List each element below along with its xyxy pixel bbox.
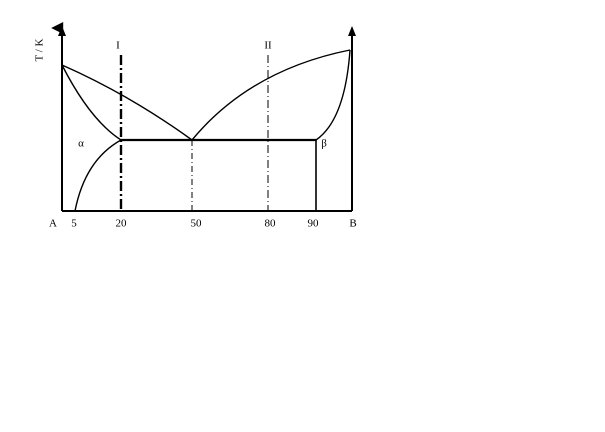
line-label: I: [116, 40, 120, 52]
solvus-left: [74, 139, 122, 212]
phase-label: α: [78, 138, 84, 150]
x-label: B: [349, 218, 356, 230]
x-label: 5: [71, 218, 77, 230]
x-label: 90: [308, 218, 320, 230]
liquidus-right: [191, 49, 351, 141]
solidus-left: [61, 64, 122, 141]
x-label: A: [49, 218, 57, 230]
solidus-right: [315, 49, 351, 141]
right-arrow: [348, 26, 356, 36]
axis-label: T / K: [34, 38, 46, 61]
phase-label: β: [321, 138, 327, 150]
x-label: 50: [191, 218, 203, 230]
x-label: 20: [116, 218, 128, 230]
line-label: II: [264, 40, 272, 52]
liquidus-left: [61, 64, 193, 141]
x-label: 80: [265, 218, 277, 230]
left-arrow: [58, 26, 66, 36]
